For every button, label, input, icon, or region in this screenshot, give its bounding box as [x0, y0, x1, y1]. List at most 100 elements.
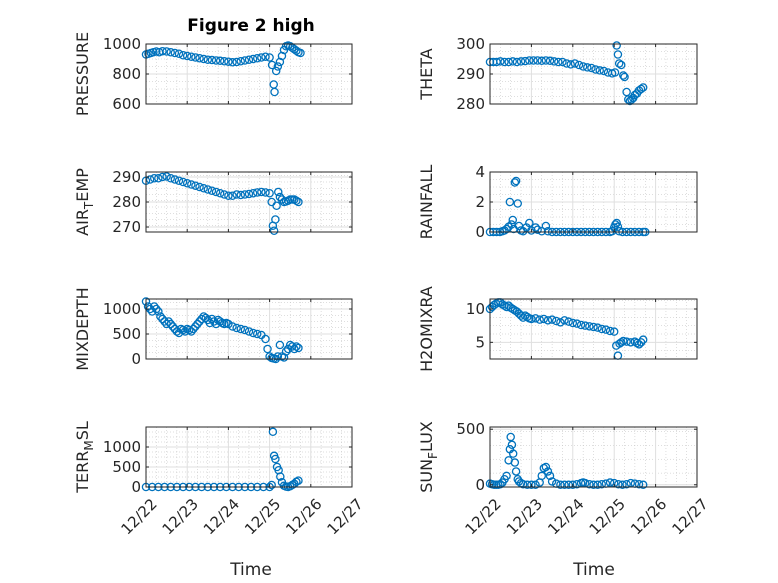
data-point — [211, 319, 221, 329]
data-point — [496, 479, 505, 489]
data-point — [232, 57, 241, 67]
data-point — [506, 432, 515, 442]
data-point — [228, 322, 237, 331]
subplot-1: 600 800 1000 PRESSURE — [73, 32, 353, 116]
data-point — [189, 324, 198, 334]
data-point — [199, 183, 208, 193]
y-tick-label: 270 — [112, 218, 141, 236]
data-point — [207, 314, 217, 324]
data-point — [257, 53, 266, 62]
data-point — [560, 316, 569, 325]
data-point — [539, 314, 549, 324]
data-point — [149, 173, 159, 183]
data-point — [220, 190, 229, 199]
data-point — [613, 50, 623, 59]
data-point — [541, 462, 551, 472]
data-point — [622, 337, 631, 346]
data-point — [614, 59, 624, 68]
data-point — [525, 218, 534, 228]
data-point — [622, 479, 631, 489]
data-point — [541, 56, 551, 65]
data-point — [545, 56, 555, 66]
data-point — [634, 479, 644, 489]
data-point — [591, 65, 600, 74]
data-point — [578, 62, 588, 71]
data-point — [224, 319, 233, 329]
data-point — [599, 66, 609, 76]
data-point — [549, 57, 559, 66]
data-point — [510, 458, 520, 467]
data-point — [149, 302, 159, 311]
data-point — [178, 325, 188, 335]
data-point — [537, 226, 547, 236]
data-point — [587, 63, 596, 73]
data-point — [180, 327, 190, 336]
data-point — [211, 187, 221, 197]
data-point — [236, 324, 246, 334]
data-point — [248, 328, 258, 338]
data-point — [252, 54, 262, 63]
data-point — [276, 472, 285, 481]
data-point — [273, 187, 283, 197]
y-tick-label: 800 — [112, 65, 141, 83]
subplot-2: 280 290 300 THETA — [417, 35, 698, 113]
data-point — [529, 56, 538, 65]
data-point — [500, 57, 509, 67]
data-point — [143, 302, 153, 311]
data-point — [164, 317, 173, 326]
data-point — [589, 480, 598, 490]
data-point — [491, 299, 501, 308]
data-point — [523, 312, 532, 322]
y-tick-label: 4 — [475, 163, 485, 181]
data-point — [182, 51, 192, 61]
data-point — [191, 53, 200, 62]
data-point — [215, 317, 225, 326]
y-axis-label: TERRMSL — [73, 421, 96, 494]
data-point — [170, 48, 180, 58]
data-point — [560, 480, 569, 490]
data-point — [267, 60, 277, 70]
y-axis-label: RAINFALL — [417, 165, 436, 240]
data-point — [638, 480, 648, 490]
data-point — [616, 338, 626, 347]
data-point — [290, 344, 299, 354]
data-point — [265, 53, 274, 62]
y-axis-label: SUNFLUX — [417, 421, 440, 493]
data-point — [201, 313, 210, 323]
data-point — [271, 66, 281, 76]
data-point — [626, 338, 636, 347]
y-tick-label: 10 — [466, 300, 485, 318]
data-point — [268, 427, 278, 437]
data-point — [585, 322, 594, 331]
data-point — [215, 188, 225, 198]
data-point — [195, 54, 204, 63]
data-point — [199, 54, 208, 64]
data-point — [248, 54, 258, 64]
data-point — [572, 479, 582, 489]
data-point — [502, 471, 511, 481]
y-tick-label: 500 — [456, 420, 485, 438]
data-point — [512, 57, 522, 67]
data-point — [267, 480, 276, 490]
data-point — [589, 322, 598, 332]
data-point — [162, 47, 171, 56]
y-tick-label: 1000 — [103, 438, 141, 456]
y-axis-label: AIRTEMP — [73, 168, 96, 236]
data-point — [618, 480, 627, 490]
data-point — [187, 327, 196, 336]
axes-box — [145, 298, 353, 360]
data-point — [215, 56, 225, 66]
axes-box — [145, 426, 353, 488]
data-point — [191, 322, 200, 331]
data-point — [605, 326, 615, 336]
data-point — [508, 215, 518, 225]
y-tick-label: 0 — [475, 223, 485, 241]
data-point — [275, 340, 285, 350]
data-point — [616, 60, 626, 70]
data-point — [541, 221, 551, 231]
data-point — [273, 62, 283, 71]
data-point — [523, 480, 532, 490]
data-point — [195, 317, 204, 326]
data-point — [543, 226, 553, 236]
y-tick-label: 1000 — [103, 35, 141, 53]
